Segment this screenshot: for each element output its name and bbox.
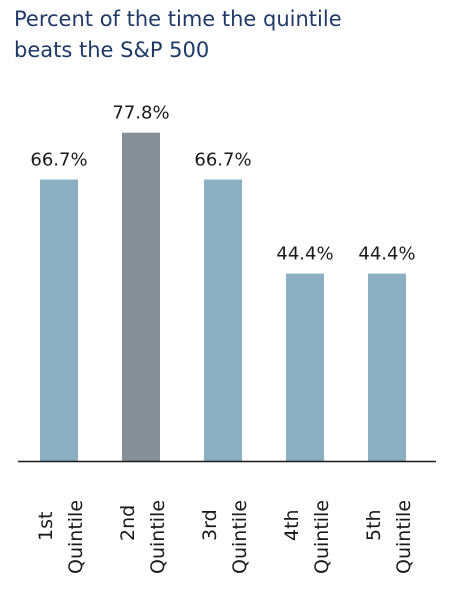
data-label-2: 77.8%	[112, 103, 169, 124]
bar-3	[204, 179, 242, 461]
category-label-3: 3rd Quintile	[199, 500, 251, 574]
bar-5	[368, 273, 406, 461]
data-label-1: 66.7%	[30, 150, 87, 171]
category-labels-group: 1st Quintile 2nd Quintile 3rd Quintile 4th Quin…	[35, 500, 415, 574]
chart-title-line-1: Percent of the time the quintile	[14, 7, 342, 31]
category-label-1: 1st Quintile	[35, 500, 87, 574]
bar-1	[40, 179, 78, 461]
bar-4	[286, 273, 324, 461]
chart-title-line-2: beats the S&P 500	[14, 38, 210, 62]
category-label-4: 4th Quintile	[281, 500, 333, 574]
bars-group	[40, 132, 406, 461]
category-label-2: 2nd Quintile	[117, 500, 169, 574]
data-label-4: 44.4%	[276, 244, 333, 265]
bar-2	[122, 132, 160, 461]
data-label-3: 66.7%	[194, 150, 251, 171]
chart-title: Percent of the time the quintile beats t…	[14, 4, 444, 66]
data-labels-group: 66.7% 77.8% 66.7% 44.4% 44.4%	[30, 103, 415, 265]
category-label-5: 5th Quintile	[363, 500, 415, 574]
data-label-5: 44.4%	[358, 244, 415, 265]
